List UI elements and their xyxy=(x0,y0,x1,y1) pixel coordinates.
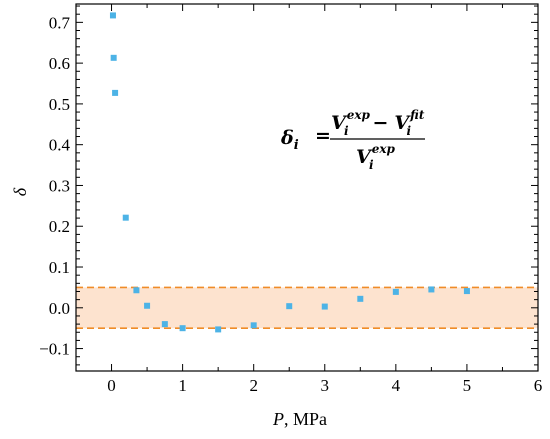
formula-denominator: Vexp i xyxy=(356,142,396,172)
y-tick-label: 0.1 xyxy=(49,258,70,277)
x-tick-label: 2 xyxy=(249,376,258,395)
y-tick-label: −0.1 xyxy=(39,340,70,359)
data-points xyxy=(109,12,470,333)
y-tick-label: 0.2 xyxy=(49,217,70,236)
y-tick-label: 0.4 xyxy=(49,136,71,155)
data-point xyxy=(112,89,119,96)
data-point xyxy=(133,287,140,294)
plot-frame xyxy=(75,3,539,372)
formula-numerator: Vexp i − Vfit i xyxy=(331,108,425,138)
data-point xyxy=(161,321,168,328)
y-tick-labels: −0.1 0.0 0.1 0.2 0.3 0.4 0.5 0.6 0.7 xyxy=(39,13,70,358)
data-point xyxy=(110,54,117,61)
x-tick-label: 0 xyxy=(107,376,116,395)
data-point xyxy=(286,303,293,310)
y-tick-label: 0.3 xyxy=(49,176,70,195)
formula-equals: = xyxy=(315,125,331,147)
data-point xyxy=(179,325,186,332)
formula-annotation: δi = Vexp i − Vfit i Vexp i xyxy=(280,108,425,172)
data-point xyxy=(321,303,328,310)
data-point xyxy=(122,214,129,221)
x-tick-label: 3 xyxy=(321,376,330,395)
x-axis-label: P, MPa xyxy=(272,409,327,429)
axis-ticks xyxy=(75,4,539,371)
data-point xyxy=(250,322,257,329)
y-axis-label: δ xyxy=(10,187,30,196)
data-point xyxy=(215,326,222,333)
data-point xyxy=(109,12,116,19)
y-tick-label: 0.5 xyxy=(49,95,70,114)
formula-lhs: δi xyxy=(280,127,299,153)
x-tick-labels: 0 1 2 3 4 5 6 xyxy=(107,376,542,395)
x-tick-label: 6 xyxy=(534,376,543,395)
x-tick-label: 1 xyxy=(178,376,187,395)
tolerance-band xyxy=(76,287,538,329)
data-point xyxy=(463,288,470,295)
x-tick-label: 5 xyxy=(463,376,472,395)
y-tick-label: 0.7 xyxy=(49,13,71,32)
y-tick-label: 0.0 xyxy=(49,299,70,318)
data-point xyxy=(144,302,151,309)
x-tick-label: 4 xyxy=(392,376,401,395)
data-point xyxy=(357,295,364,302)
y-tick-label: 0.6 xyxy=(49,54,70,73)
data-point xyxy=(392,288,399,295)
data-point xyxy=(428,286,435,293)
